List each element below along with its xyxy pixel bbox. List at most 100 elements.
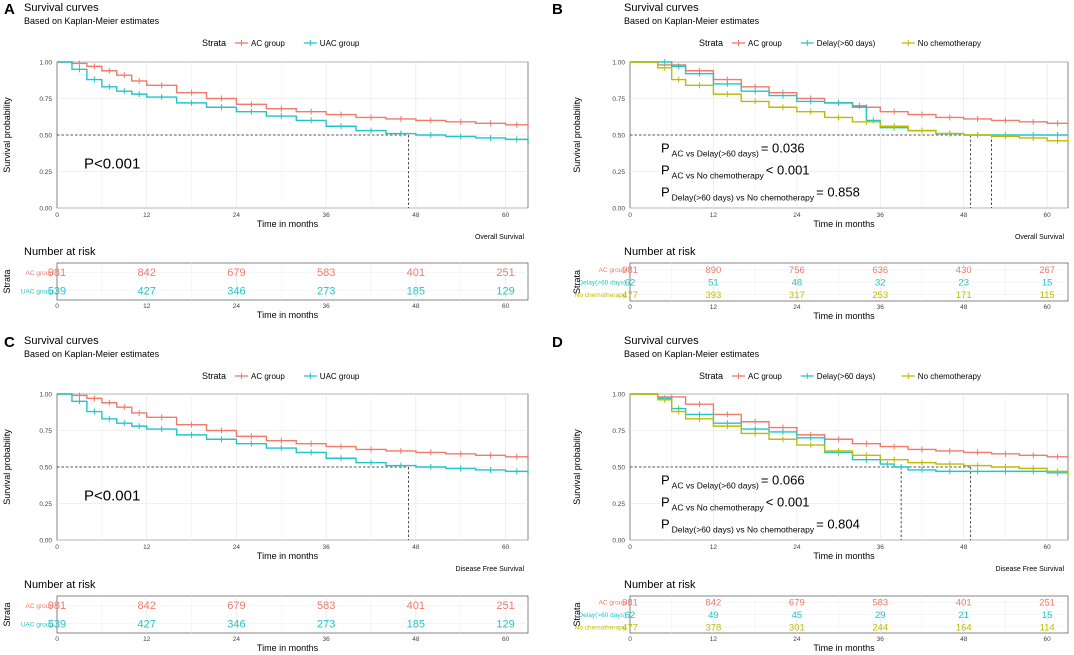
- risk-value: 267: [1039, 265, 1055, 276]
- risk-row-label: AC group: [599, 267, 627, 274]
- y-axis-label: Survival probability: [2, 429, 12, 505]
- panel-d: D Survival curves Based on Kaplan-Meier es…: [552, 334, 1069, 653]
- p-value-comparison: P Delay(>60 days) vs No chemotherapy = 0.8…: [661, 185, 860, 203]
- x-tick-label: 60: [1044, 544, 1052, 551]
- y-tick-label: 0.00: [39, 538, 52, 545]
- risk-y-axis-label: Strata: [572, 270, 582, 294]
- risk-value: 981: [622, 598, 638, 609]
- curve-uac: [57, 61, 529, 144]
- x-tick-label: 24: [793, 544, 801, 551]
- legend-title: Strata: [699, 371, 723, 381]
- curve-ac: [57, 393, 529, 459]
- legend-label-ac: AC group: [251, 39, 285, 48]
- risk-x-tick-label: 0: [55, 303, 59, 310]
- x-tick-label: 24: [233, 212, 241, 219]
- legend-title: Strata: [202, 38, 226, 48]
- x-tick-label: 0: [628, 544, 632, 551]
- risk-value: 842: [138, 600, 156, 612]
- risk-value: 253: [872, 290, 888, 301]
- x-tick-label: 36: [323, 212, 331, 219]
- risk-value: 346: [227, 285, 245, 297]
- risk-value: 129: [496, 618, 514, 630]
- risk-value: 244: [872, 622, 888, 633]
- risk-value: 251: [496, 267, 514, 279]
- x-tick-label: 60: [1044, 212, 1052, 219]
- risk-value: 23: [958, 278, 969, 289]
- risk-x-tick-label: 60: [502, 303, 510, 310]
- risk-y-axis-label: Strata: [2, 269, 12, 293]
- risk-value: 129: [496, 285, 514, 297]
- risk-value: 427: [138, 285, 156, 297]
- risk-value: 636: [872, 265, 888, 276]
- risk-value: 477: [622, 622, 638, 633]
- y-tick-label: 0.50: [612, 465, 625, 472]
- legend-label-delay: Delay(>60 days): [817, 372, 876, 381]
- risk-x-tick-label: 12: [710, 304, 718, 311]
- risk-value: 583: [317, 267, 335, 279]
- risk-table-frame: [56, 262, 529, 301]
- risk-x-tick-label: 48: [960, 304, 968, 311]
- y-tick-label: 0.50: [39, 465, 52, 472]
- legend-label-nochemo: No chemotherapy: [918, 39, 981, 48]
- risk-value: 842: [138, 267, 156, 279]
- x-tick-label: 0: [55, 544, 59, 551]
- risk-value: 32: [875, 278, 886, 289]
- y-tick-label: 1.00: [39, 60, 52, 67]
- risk-x-axis-label: Time in months: [813, 311, 875, 321]
- chart-title: Survival curves: [624, 2, 699, 14]
- risk-x-tick-label: 24: [793, 636, 801, 643]
- p-value: P<0.001: [84, 488, 140, 505]
- legend-label-uac: UAC group: [320, 39, 360, 48]
- risk-x-tick-label: 12: [143, 636, 151, 643]
- y-tick-label: 0.25: [39, 169, 52, 176]
- legend-label-ac: AC group: [251, 372, 285, 381]
- legend-label-ac: AC group: [748, 39, 782, 48]
- panel-letter: D: [552, 334, 563, 351]
- x-tick-label: 0: [55, 212, 59, 219]
- risk-table-title: Number at risk: [624, 579, 696, 591]
- risk-value: 679: [789, 598, 805, 609]
- x-tick-label: 12: [143, 544, 151, 551]
- y-tick-label: 0.00: [612, 538, 625, 545]
- risk-row-label: UAC group: [21, 621, 54, 628]
- risk-x-tick-label: 36: [323, 303, 331, 310]
- risk-value: 539: [48, 618, 66, 630]
- chart-title: Survival curves: [624, 335, 699, 347]
- curve-nochemo: [630, 393, 1069, 476]
- risk-value: 273: [317, 285, 335, 297]
- risk-value: 114: [1040, 622, 1055, 633]
- risk-x-tick-label: 24: [233, 303, 241, 310]
- survival-caption: Overall Survival: [1015, 234, 1064, 241]
- x-tick-label: 12: [710, 544, 718, 551]
- x-tick-label: 36: [323, 544, 331, 551]
- y-tick-label: 1.00: [612, 60, 625, 67]
- x-tick-label: 60: [502, 212, 510, 219]
- x-tick-label: 48: [412, 212, 420, 219]
- risk-value: 164: [956, 622, 972, 633]
- legend-label-nochemo: No chemotherapy: [918, 372, 981, 381]
- x-tick-label: 0: [628, 212, 632, 219]
- risk-row-label: Delay(>60 days): [578, 280, 626, 287]
- y-tick-label: 0.75: [612, 428, 625, 435]
- survival-caption: Overall Survival: [475, 234, 524, 241]
- x-tick-label: 24: [233, 544, 241, 551]
- x-tick-label: 12: [710, 212, 718, 219]
- x-tick-label: 48: [412, 544, 420, 551]
- risk-x-tick-label: 12: [710, 636, 718, 643]
- curve-delay: [630, 393, 1068, 474]
- risk-row-label: UAC group: [21, 288, 54, 295]
- risk-x-tick-label: 36: [877, 636, 885, 643]
- y-axis-label: Survival probability: [2, 97, 12, 173]
- panel-c: C Survival curves Based on Kaplan-Meier es…: [2, 334, 529, 653]
- risk-table-title: Number at risk: [624, 246, 696, 258]
- risk-table-title: Number at risk: [24, 579, 96, 591]
- risk-value: 401: [407, 267, 425, 279]
- x-tick-label: 36: [877, 212, 885, 219]
- panel-letter: A: [4, 1, 15, 18]
- y-tick-label: 0.00: [612, 206, 625, 213]
- risk-value: 477: [622, 290, 638, 301]
- panel-b: B Survival curves Based on Kaplan-Meier es…: [552, 1, 1069, 321]
- y-tick-label: 0.50: [39, 133, 52, 140]
- chart-subtitle: Based on Kaplan-Meier estimates: [24, 349, 160, 359]
